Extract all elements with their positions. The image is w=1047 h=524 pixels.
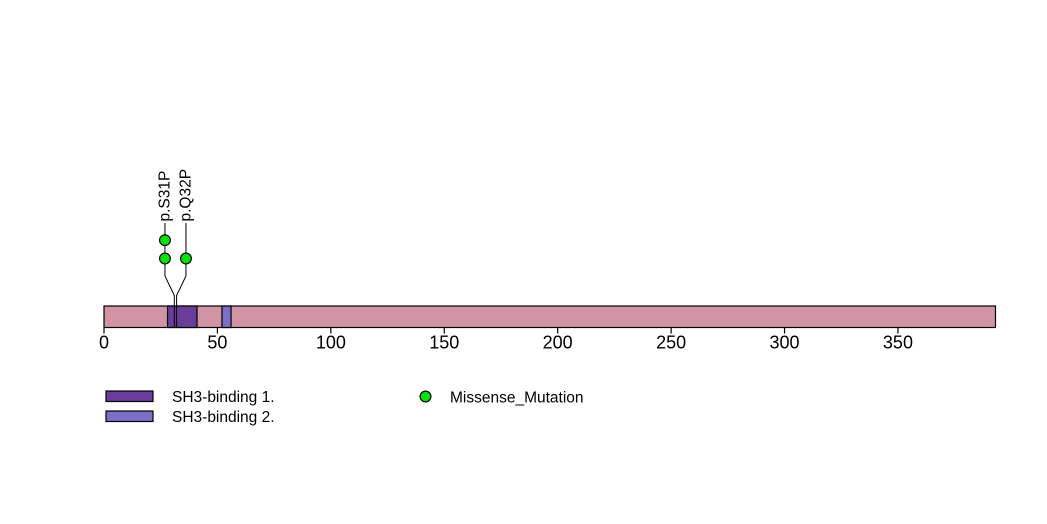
mutation-label-p-q32p: p.Q32P [177, 169, 194, 222]
domain-sh3-binding-2 [221, 305, 232, 329]
axis-tick-label: 150 [429, 333, 459, 353]
legend-domain-2-swatch [105, 410, 154, 423]
legend-domain-2-label: SH3-binding 2. [172, 409, 275, 426]
legend-item-missense-mutation: Missense_Mutation [419, 390, 584, 407]
mutation-stem-p-s31p [164, 223, 175, 328]
axis-tick-label: 200 [543, 333, 573, 353]
x-axis-group: 0 50 100 150 200 250 300 350 [99, 327, 913, 353]
mutation-label-p-s31p: p.S31P [156, 171, 173, 222]
protein-bar-group [103, 305, 997, 329]
axis-tick-label: 0 [99, 333, 109, 353]
mutation-stems-group [164, 223, 187, 328]
axis-tick-label: 350 [883, 333, 913, 353]
legend-domain-1-swatch [105, 390, 154, 403]
mutation-lollipop-p-s31p [159, 234, 171, 247]
axis-tick-label: 300 [770, 333, 800, 353]
legend-item-domain-2: SH3-binding 2. [105, 409, 275, 426]
domains-group [166, 305, 232, 329]
protein-bar [103, 305, 997, 329]
mutation-lollipop-p-q32p [180, 252, 192, 265]
legend-item-domain-1: SH3-binding 1. [105, 389, 275, 406]
legend-missense-mutation-label: Missense_Mutation [450, 390, 584, 407]
axis-tick-label: 50 [207, 333, 227, 353]
axis-tick-label: 250 [656, 333, 686, 353]
mutation-labels-group: p.S31P p.Q32P [156, 169, 194, 222]
missense-mutation-legend-marker-icon [419, 390, 432, 403]
mutation-stem-p-q32p [176, 223, 187, 328]
mutation-lollipop-p-s31p [159, 252, 171, 265]
legend: SH3-binding 1. SH3-binding 2. Missense_M… [105, 389, 584, 426]
domain-sh3-binding-1 [166, 305, 198, 329]
axis-tick-label: 100 [316, 333, 346, 353]
lollipops-group [159, 234, 192, 265]
legend-domain-1-label: SH3-binding 1. [172, 389, 275, 406]
